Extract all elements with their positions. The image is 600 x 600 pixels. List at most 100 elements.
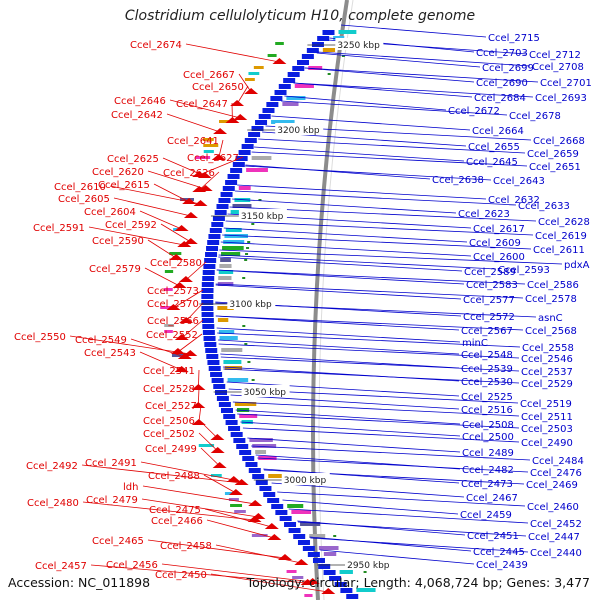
forward-gene-block (271, 504, 284, 509)
forward-gene-block (218, 198, 231, 203)
right-leader-line (251, 151, 528, 167)
right-leader-line (240, 421, 461, 437)
right-leader-line (222, 366, 460, 382)
reverse-gene-arrow (233, 114, 248, 120)
right-gene-label: Ccel_2503 (521, 424, 573, 435)
reverse-gene-arrow (179, 317, 194, 323)
left-leader-line (160, 223, 192, 243)
left-leader-line (198, 369, 200, 389)
left-leader-line (130, 338, 185, 358)
forward-gene-block (204, 342, 217, 347)
left-leader-line (142, 485, 256, 505)
forward-gene-block (208, 366, 221, 371)
genome-backbone (311, 0, 349, 600)
reverse-gene-arrow (166, 304, 181, 310)
left-gene-label: Ccel_2592 (105, 220, 157, 231)
left-leader-line (147, 170, 206, 190)
feature-block (164, 330, 173, 333)
forward-gene-block (263, 492, 276, 497)
forward-gene-block (302, 546, 315, 551)
left-gene-label: Ccel_2549 (75, 335, 127, 346)
feature-block (217, 318, 229, 322)
feature-block (217, 282, 234, 286)
right-leader-line (216, 269, 465, 285)
left-gene-label: Ccel_2647 (176, 99, 228, 110)
rna-tick (245, 253, 249, 255)
left-gene-label: Ccel_2480 (27, 498, 79, 509)
left-gene-label: Ccel_2674 (130, 40, 182, 51)
forward-gene-block (306, 48, 319, 53)
reverse-gene-arrow (210, 434, 225, 440)
reverse-gene-arrow (172, 282, 187, 288)
left-leader-line (153, 183, 190, 203)
forward-gene-block (283, 78, 296, 83)
kbp-label: 3200 kbp (277, 126, 320, 136)
left-leader-line (204, 508, 272, 528)
left-gene-label: Ccel_2450 (155, 570, 207, 581)
forward-gene-block (258, 114, 271, 119)
left-leader-line (181, 319, 204, 339)
left-gene-label: Ccel_2566 (147, 316, 199, 327)
feature-block (202, 138, 214, 141)
forward-gene-block (205, 252, 218, 257)
feature-block (244, 78, 255, 81)
forward-gene-block (201, 306, 214, 311)
right-gene-label: Ccel_2632 (488, 195, 540, 206)
forward-gene-block (248, 468, 261, 473)
left-gene-label: Ccel_2552 (146, 330, 198, 341)
feature-block (230, 504, 243, 507)
feature-block (220, 258, 231, 262)
accession-text: Accession: NC_011898 (8, 575, 151, 590)
left-gene-label: Ccel_2579 (89, 264, 141, 275)
forward-gene-block (238, 150, 251, 155)
forward-gene-block (252, 474, 265, 479)
kbp-label: 3050 kbp (244, 388, 287, 398)
forward-gene-block (202, 330, 215, 335)
reverse-gene-arrow (213, 128, 228, 134)
forward-gene-block (205, 348, 218, 353)
right-leader-line (225, 220, 534, 236)
right-leader-line (258, 138, 526, 154)
forward-gene-block (211, 378, 224, 383)
forward-gene-block (279, 516, 292, 521)
right-gene-label: Ccel_2537 (521, 367, 573, 378)
right-leader-line (293, 82, 473, 98)
right-leader-line (220, 353, 460, 369)
left-gene-label: Ccel_2591 (33, 223, 85, 234)
forward-gene-block (266, 102, 279, 107)
forward-gene-block (212, 216, 225, 221)
forward-gene-block (278, 84, 291, 89)
right-gene-label: Ccel_2617 (473, 224, 525, 235)
feature-block (249, 438, 273, 442)
right-leader-line (245, 164, 431, 180)
left-gene-label: Ccel_2543 (84, 348, 136, 359)
right-leader-line (288, 508, 529, 524)
forward-gene-block (225, 180, 238, 185)
left-gene-label: Ccel_2475 (149, 505, 201, 516)
left-leader-line (82, 501, 255, 521)
feature-block (252, 444, 277, 448)
right-gene-label: Ccel_2645 (466, 157, 518, 168)
right-leader-line (216, 327, 461, 343)
right-gene-label: Ccel_2672 (448, 106, 500, 117)
forward-gene-block (241, 144, 254, 149)
right-gene-label: Ccel_2583 (466, 280, 518, 291)
left-gene-label: Ccel_2527 (145, 401, 197, 412)
feature-block (218, 330, 235, 334)
right-gene-label: Ccel_2690 (476, 78, 528, 89)
right-gene-label: Ccel_2643 (493, 176, 545, 187)
right-leader-line (215, 283, 524, 299)
feature-block (223, 240, 245, 244)
right-leader-line (244, 165, 492, 181)
rna-tick (244, 343, 248, 345)
forward-gene-block (203, 336, 216, 341)
left-gene-label: Ccel_2506 (143, 416, 195, 427)
forward-gene-block (209, 228, 222, 233)
left-leader-line (166, 113, 221, 133)
reverse-gene-arrow (247, 516, 262, 522)
right-gene-label: Ccel_2516 (461, 405, 513, 416)
right-leader-line (223, 227, 468, 243)
right-leader-line (282, 499, 459, 515)
forward-gene-block (201, 318, 214, 323)
forward-gene-block (255, 480, 268, 485)
